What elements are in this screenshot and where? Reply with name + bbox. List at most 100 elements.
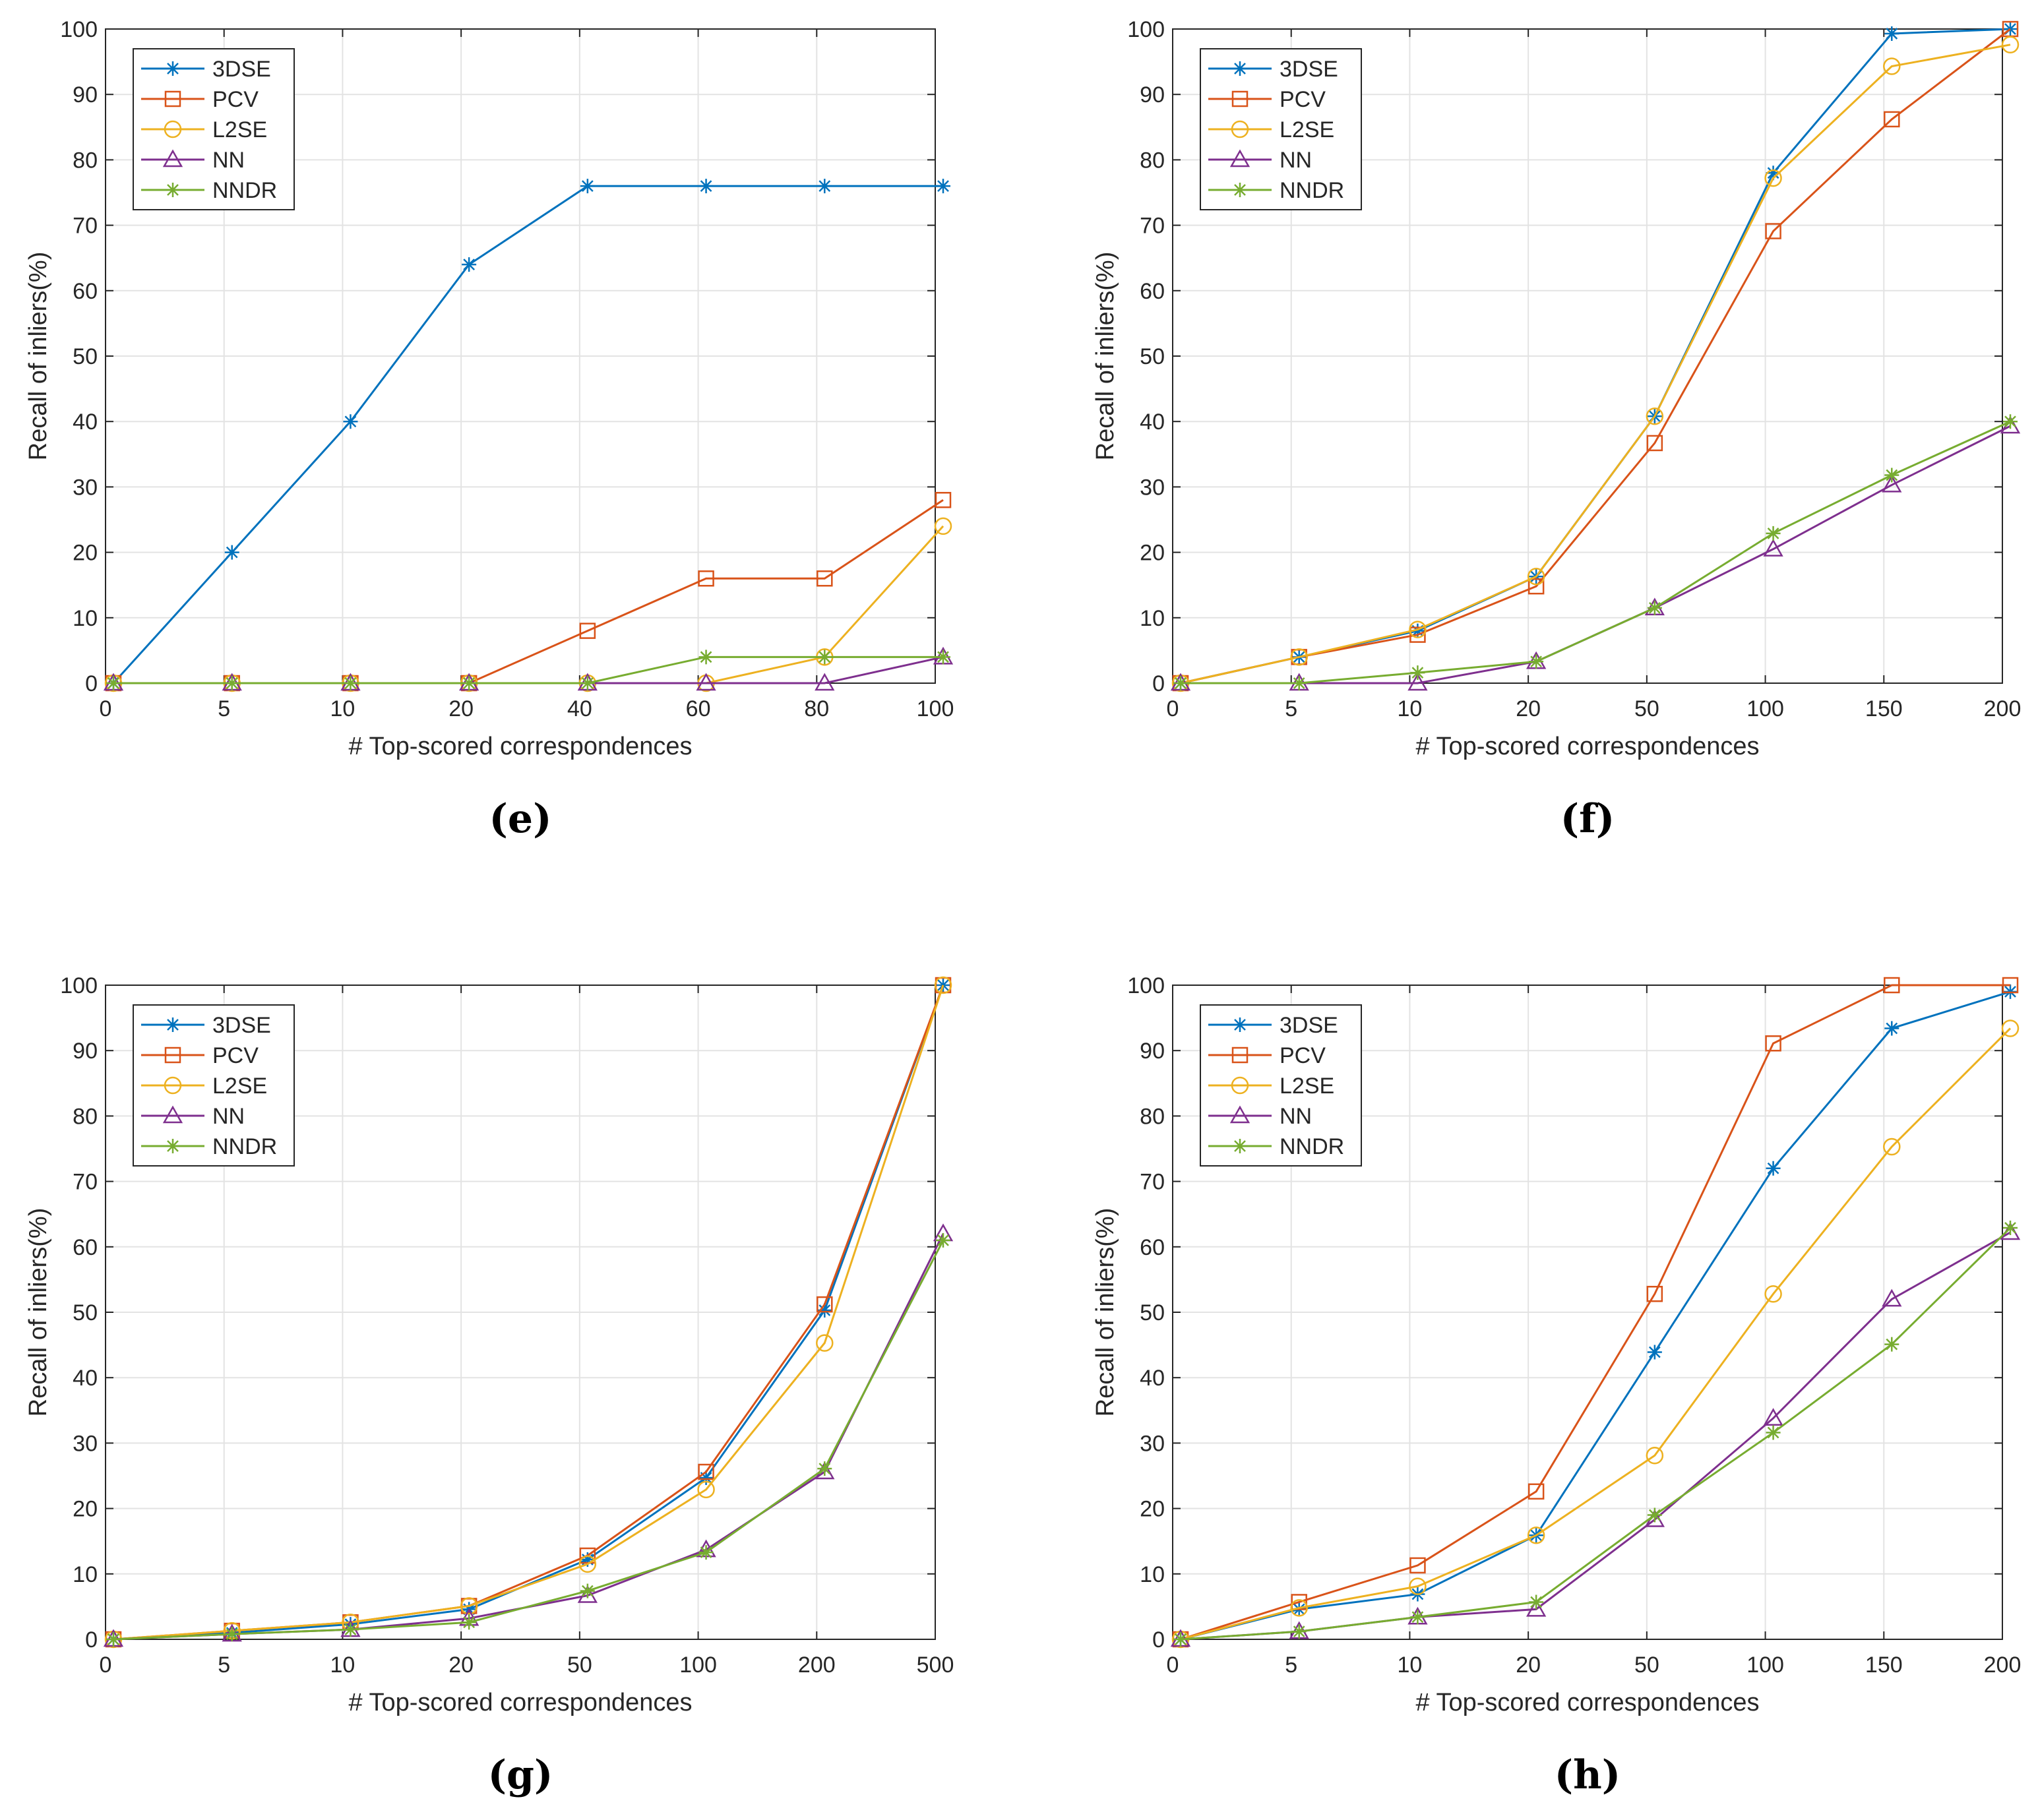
data-point-NNDR-4: [580, 1583, 595, 1598]
data-point-L2SE-4: [1646, 408, 1664, 425]
x-tick-label-7: 200: [1984, 696, 2022, 721]
y-tick-label-6: 60: [73, 279, 98, 304]
legend-marker-L2SE: [164, 1076, 182, 1095]
data-point-3DSE-5: [698, 1470, 714, 1485]
series-L2SE: [1171, 1019, 2020, 1649]
data-point-NN-3: [1526, 1598, 1547, 1617]
x-tick-label-4: 50: [567, 1653, 592, 1678]
y-tick-label-1: 10: [1140, 1562, 1165, 1587]
data-point-PCV-7: [2002, 977, 2019, 994]
x-tick-label-3: 20: [448, 1653, 474, 1678]
data-point-NNDR-5: [698, 1545, 714, 1560]
legend-marker-NN: [162, 1105, 183, 1124]
legend-marker-3DSE: [166, 1017, 180, 1032]
data-point-L2SE-1: [1290, 648, 1308, 666]
data-point-PCV-6: [817, 1296, 833, 1313]
y-tick-label-6: 60: [1140, 1235, 1165, 1260]
legend-marker-PCV: [1231, 90, 1249, 107]
data-point-3DSE-7: [936, 179, 950, 194]
chart-panel-1: 0 10 20 30 40 50 60 70 80 90 100 0 5 10 20 50 100 150 200 #…: [1092, 17, 2021, 842]
y-tick-label-10: 100: [1127, 17, 1165, 42]
x-tick-label-1: 5: [1285, 1653, 1297, 1678]
panel-caption: (e): [489, 796, 552, 842]
y-tick-label-7: 70: [73, 1170, 98, 1195]
data-point-PCV-3: [1528, 1483, 1545, 1500]
legend-label-PCV: PCV: [1280, 87, 1326, 112]
y-tick-label-2: 20: [1140, 1497, 1165, 1522]
x-tick-label-2: 10: [330, 1653, 355, 1678]
series-NNDR: [106, 1232, 950, 1647]
y-tick-label-3: 30: [73, 1431, 98, 1456]
data-point-L2SE-2: [1409, 621, 1427, 638]
data-point-3DSE-4: [580, 179, 595, 194]
y-tick-label-4: 40: [1140, 1366, 1165, 1391]
data-point-NNDR-0: [106, 676, 121, 690]
data-point-NNDR-1: [1291, 1624, 1307, 1639]
chart-panel-2: 0 10 20 30 40 50 60 70 80 90 100 0 5 10 20 50 100 200 500 #…: [24, 973, 954, 1798]
legend-label-3DSE: 3DSE: [1280, 1013, 1338, 1038]
data-point-PCV-4: [1646, 435, 1663, 452]
y-axis-label: Recall of inliers(%): [24, 252, 52, 461]
legend-marker-NNDR: [166, 183, 180, 197]
y-tick-label-7: 70: [1140, 214, 1165, 239]
x-tick-label-1: 5: [1285, 696, 1297, 721]
data-point-NNDR-7: [936, 650, 950, 665]
y-tick-label-7: 70: [1140, 1170, 1165, 1195]
series-line-L2SE: [1180, 1027, 2012, 1641]
data-point-3DSE-2: [1410, 623, 1425, 638]
data-point-NNDR-0: [1173, 676, 1188, 690]
data-point-NNDR-4: [1647, 1507, 1662, 1523]
y-tick-label-3: 30: [73, 475, 98, 500]
y-tick-label-5: 50: [1140, 1300, 1165, 1325]
x-tick-label-2: 10: [330, 696, 355, 721]
y-axis-label: Recall of inliers(%): [24, 1208, 52, 1417]
x-tick-label-6: 80: [804, 696, 829, 721]
y-tick-label-6: 60: [73, 1235, 98, 1260]
x-tick-label-7: 100: [917, 696, 954, 721]
series-3DSE: [106, 179, 950, 690]
data-point-L2SE-5: [697, 1480, 715, 1499]
data-point-PCV-5: [1765, 1035, 1781, 1052]
legend-label-NNDR: NNDR: [212, 1134, 277, 1159]
legend-label-NNDR: NNDR: [212, 178, 277, 203]
legend-marker-NN: [1229, 149, 1251, 167]
x-tick-label-4: 50: [1634, 1653, 1659, 1678]
y-tick-label-4: 40: [73, 1366, 98, 1391]
data-point-L2SE-6: [1883, 57, 1901, 75]
series-line-NNDR: [113, 1240, 944, 1641]
y-tick-label-9: 90: [73, 82, 98, 107]
data-point-NNDR-3: [462, 1615, 477, 1630]
legend-marker-NN: [162, 149, 183, 167]
data-point-NN-5: [696, 673, 716, 691]
data-point-NN-5: [1763, 539, 1783, 557]
legend-label-3DSE: 3DSE: [1280, 57, 1338, 82]
data-point-NNDR-1: [224, 1627, 239, 1642]
x-tick-label-0: 0: [1167, 1653, 1179, 1678]
y-tick-label-2: 20: [1140, 541, 1165, 566]
x-tick-label-2: 10: [1398, 696, 1423, 721]
data-point-PCV-6: [817, 570, 833, 587]
data-point-PCV-5: [1765, 223, 1781, 239]
data-point-3DSE-6: [817, 1303, 832, 1318]
y-tick-label-10: 100: [1127, 973, 1165, 998]
data-point-PCV-3: [1528, 578, 1545, 595]
data-point-NNDR-5: [1766, 526, 1781, 541]
legend-marker-L2SE: [164, 120, 182, 138]
legend-marker-PCV: [1231, 1046, 1249, 1064]
chart-panel-0: 0 10 20 30 40 50 60 70 80 90 100 0 5 10 20 40 60 80 100 # T…: [24, 17, 954, 842]
x-tick-label-7: 500: [917, 1653, 954, 1678]
x-tick-label-6: 150: [1865, 1653, 1903, 1678]
data-point-L2SE-3: [1527, 1527, 1545, 1544]
x-tick-label-3: 20: [1516, 696, 1541, 721]
y-tick-label-5: 50: [73, 344, 98, 369]
data-point-NNDR-7: [2003, 1221, 2018, 1236]
data-point-PCV-6: [1884, 111, 1900, 128]
y-tick-label-3: 30: [1140, 475, 1165, 500]
data-point-PCV-4: [579, 622, 596, 639]
legend-label-L2SE: L2SE: [1280, 117, 1334, 142]
series-line-NNDR: [1181, 420, 2011, 684]
panel-caption: (f): [1560, 796, 1615, 842]
y-axis-label: Recall of inliers(%): [1092, 252, 1119, 461]
x-axis-label: # Top-scored correspondences: [1415, 1689, 1759, 1716]
series-PCV: [1172, 977, 2019, 1648]
